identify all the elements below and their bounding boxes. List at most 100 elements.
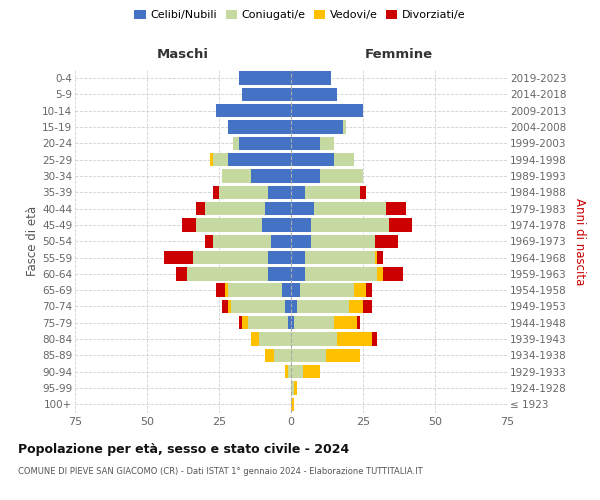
Bar [355,284,366,297]
Bar [291,348,326,362]
Bar [291,251,305,264]
Bar [377,267,383,280]
Bar [288,365,291,378]
Bar [283,284,291,297]
Bar [164,251,193,264]
Bar [349,300,363,313]
Bar [334,316,357,330]
Bar [291,202,314,215]
Bar [291,186,305,199]
Bar [242,316,248,330]
Bar [305,267,377,280]
Bar [374,234,398,248]
Bar [196,202,205,215]
Bar [239,316,242,330]
Bar [320,136,334,150]
Legend: Celibi/Nubili, Coniugati/e, Vedovi/e, Divorziati/e: Celibi/Nubili, Coniugati/e, Vedovi/e, Di… [130,6,470,25]
Bar [291,332,337,346]
Bar [193,251,268,264]
Bar [374,251,377,264]
Bar [291,136,320,150]
Bar [291,104,363,118]
Bar [205,202,265,215]
Bar [227,120,291,134]
Bar [262,218,291,232]
Bar [389,218,412,232]
Bar [305,251,374,264]
Bar [299,284,355,297]
Bar [311,218,389,232]
Bar [294,382,297,394]
Bar [248,316,288,330]
Bar [268,186,291,199]
Bar [291,382,294,394]
Bar [225,284,227,297]
Bar [213,153,227,166]
Bar [320,170,363,182]
Bar [337,332,371,346]
Bar [291,218,311,232]
Bar [326,348,360,362]
Bar [360,186,366,199]
Bar [251,332,259,346]
Bar [227,284,283,297]
Bar [291,120,343,134]
Bar [314,202,386,215]
Bar [271,234,291,248]
Bar [216,104,291,118]
Bar [182,218,196,232]
Bar [371,332,377,346]
Y-axis label: Anni di nascita: Anni di nascita [574,198,586,285]
Bar [285,300,291,313]
Bar [291,234,311,248]
Bar [259,332,291,346]
Bar [383,267,403,280]
Bar [187,267,268,280]
Bar [219,186,268,199]
Bar [291,88,337,101]
Bar [239,136,291,150]
Text: Femmine: Femmine [365,48,433,61]
Bar [233,136,239,150]
Text: Popolazione per età, sesso e stato civile - 2024: Popolazione per età, sesso e stato civil… [18,442,349,456]
Bar [291,365,302,378]
Bar [357,316,360,330]
Bar [343,120,346,134]
Bar [268,267,291,280]
Bar [274,348,291,362]
Bar [366,284,371,297]
Bar [291,72,331,85]
Bar [311,234,374,248]
Bar [196,218,262,232]
Bar [291,398,294,411]
Bar [363,300,371,313]
Bar [291,316,294,330]
Bar [302,365,320,378]
Bar [213,234,271,248]
Bar [377,251,383,264]
Bar [386,202,406,215]
Bar [205,234,213,248]
Bar [291,267,305,280]
Bar [291,153,334,166]
Bar [294,316,334,330]
Bar [230,300,285,313]
Y-axis label: Fasce di età: Fasce di età [26,206,39,276]
Bar [305,186,360,199]
Bar [334,153,355,166]
Bar [265,348,274,362]
Bar [227,300,230,313]
Text: Maschi: Maschi [157,48,209,61]
Bar [251,170,291,182]
Bar [216,284,225,297]
Bar [291,284,299,297]
Bar [222,300,227,313]
Bar [239,72,291,85]
Bar [268,251,291,264]
Bar [176,267,187,280]
Bar [222,170,251,182]
Text: COMUNE DI PIEVE SAN GIACOMO (CR) - Dati ISTAT 1° gennaio 2024 - Elaborazione TUT: COMUNE DI PIEVE SAN GIACOMO (CR) - Dati … [18,468,422,476]
Bar [285,365,288,378]
Bar [265,202,291,215]
Bar [211,153,213,166]
